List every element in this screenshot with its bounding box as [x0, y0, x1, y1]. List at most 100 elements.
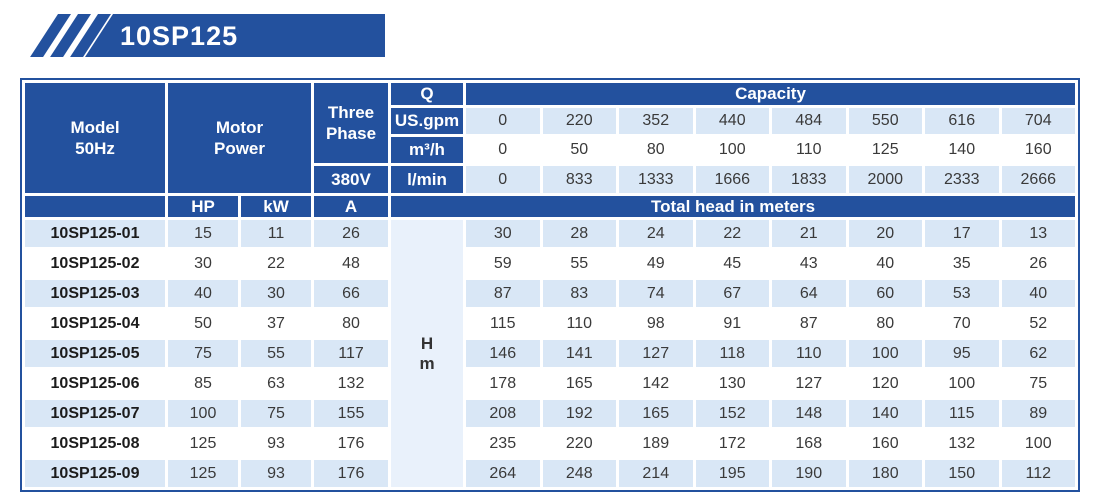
head-value-cell: 43 — [772, 250, 846, 278]
table-row: 10SP125-06 85 63 132 178 165 142 130 127 120 1… — [25, 370, 1075, 398]
table-row: 10SP125-05 75 55 117 146 141 127 118 110 100 9… — [25, 340, 1075, 368]
table-row: 10SP125-03 40 30 66 87 83 74 67 64 60 53 40 — [25, 280, 1075, 308]
head-value-cell: 59 — [466, 250, 540, 278]
head-value-cell: 168 — [772, 430, 846, 458]
head-unit-line1: H — [420, 334, 434, 354]
head-value-cell: 140 — [848, 400, 922, 428]
model-cell: 10SP125-05 — [25, 340, 165, 368]
kw-cell: 30 — [241, 280, 311, 308]
hp-cell: 125 — [168, 460, 238, 488]
model-cell: 10SP125-04 — [25, 310, 165, 338]
a-cell: 176 — [314, 460, 388, 488]
a-cell: 132 — [314, 370, 388, 398]
hp-cell: 40 — [168, 280, 238, 308]
head-value-cell: 53 — [925, 280, 999, 308]
capacity-value-cell: 484 — [772, 108, 846, 134]
table-row: 10SP125-04 50 37 80 115 110 98 91 87 80 70 52 — [25, 310, 1075, 338]
kw-cell: 37 — [241, 310, 311, 338]
capacity-value-cell: 550 — [848, 108, 922, 134]
kw-cell: 22 — [241, 250, 311, 278]
capacity-value-cell: 1333 — [619, 166, 693, 193]
head-value-cell: 235 — [466, 430, 540, 458]
head-value-cell: 141 — [542, 340, 616, 368]
header-motor-line1: Motor — [215, 117, 264, 137]
head-value-cell: 75 — [1001, 370, 1075, 398]
head-value-cell: 13 — [1001, 220, 1075, 248]
banner-block — [85, 14, 385, 57]
head-value-cell: 55 — [542, 250, 616, 278]
head-value-cell: 189 — [619, 430, 693, 458]
kw-cell: 11 — [241, 220, 311, 248]
head-value-cell: 180 — [848, 460, 922, 488]
head-value-cell: 264 — [466, 460, 540, 488]
head-value-cell: 148 — [772, 400, 846, 428]
capacity-value-cell: 440 — [695, 108, 769, 134]
head-value-cell: 21 — [772, 220, 846, 248]
header-model-line1: Model — [70, 117, 120, 137]
hp-cell: 30 — [168, 250, 238, 278]
head-value-cell: 115 — [925, 400, 999, 428]
header-kw: kW — [241, 196, 311, 218]
capacity-value-cell: 1666 — [695, 166, 769, 193]
a-cell: 80 — [314, 310, 388, 338]
head-value-cell: 64 — [772, 280, 846, 308]
head-value-cell: 165 — [542, 370, 616, 398]
spec-table: Model 50Hz Motor Power Three Phase Q Cap… — [20, 78, 1080, 493]
banner-title: 10SP125 — [120, 21, 239, 51]
head-value-cell: 60 — [848, 280, 922, 308]
header-model-line2: 50Hz — [75, 139, 115, 158]
head-value-cell: 83 — [542, 280, 616, 308]
kw-cell: 63 — [241, 370, 311, 398]
model-cell: 10SP125-07 — [25, 400, 165, 428]
a-cell: 176 — [314, 430, 388, 458]
header-motor-power: Motor Power — [168, 83, 311, 193]
head-value-cell: 120 — [848, 370, 922, 398]
capacity-value-cell: 100 — [695, 137, 769, 163]
model-cell: 10SP125-09 — [25, 460, 165, 488]
table-row: 10SP125-07 100 75 155 208 192 165 152 148 140… — [25, 400, 1075, 428]
head-value-cell: 24 — [619, 220, 693, 248]
capacity-value-cell: 833 — [542, 166, 616, 193]
capacity-value-cell: 352 — [619, 108, 693, 134]
header-three-line1: Three — [327, 102, 375, 122]
header-capacity: Capacity — [466, 83, 1075, 105]
capacity-value-cell: 140 — [925, 137, 999, 163]
a-cell: 26 — [314, 220, 388, 248]
head-value-cell: 192 — [542, 400, 616, 428]
head-value-cell: 62 — [1001, 340, 1075, 368]
capacity-value-cell: 110 — [772, 137, 846, 163]
header-model: Model 50Hz — [25, 83, 165, 193]
kw-cell: 93 — [241, 430, 311, 458]
a-cell: 155 — [314, 400, 388, 428]
capacity-value-cell: 50 — [542, 137, 616, 163]
head-value-cell: 130 — [695, 370, 769, 398]
unit-label-usgpm: US.gpm — [391, 108, 463, 134]
a-cell: 117 — [314, 340, 388, 368]
hp-cell: 50 — [168, 310, 238, 338]
head-value-cell: 142 — [619, 370, 693, 398]
head-value-cell: 160 — [848, 430, 922, 458]
head-value-cell: 26 — [1001, 250, 1075, 278]
head-value-cell: 40 — [1001, 280, 1075, 308]
header-q: Q — [391, 83, 463, 105]
capacity-value-cell: 2000 — [848, 166, 922, 193]
head-value-cell: 146 — [466, 340, 540, 368]
head-value-cell: 98 — [619, 310, 693, 338]
head-value-cell: 80 — [848, 310, 922, 338]
kw-cell: 55 — [241, 340, 311, 368]
kw-cell: 75 — [241, 400, 311, 428]
head-value-cell: 172 — [695, 430, 769, 458]
header-three-line2: Phase — [325, 124, 377, 143]
head-value-cell: 100 — [925, 370, 999, 398]
head-value-cell: 87 — [772, 310, 846, 338]
model-cell: 10SP125-08 — [25, 430, 165, 458]
capacity-value-cell: 160 — [1001, 137, 1075, 163]
model-cell: 10SP125-06 — [25, 370, 165, 398]
head-value-cell: 17 — [925, 220, 999, 248]
head-value-cell: 40 — [848, 250, 922, 278]
capacity-value-cell: 0 — [466, 108, 540, 134]
hp-cell: 85 — [168, 370, 238, 398]
table-row: 10SP125-08 125 93 176 235 220 189 172 168 160… — [25, 430, 1075, 458]
header-voltage: 380V — [314, 166, 388, 193]
head-unit-line2: m — [419, 353, 435, 373]
